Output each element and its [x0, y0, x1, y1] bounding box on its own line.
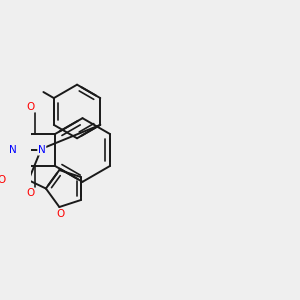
Text: N: N: [8, 145, 16, 155]
Text: O: O: [27, 102, 35, 112]
Text: O: O: [0, 175, 6, 185]
Text: N: N: [38, 145, 46, 155]
Text: O: O: [56, 209, 64, 219]
Text: O: O: [27, 188, 35, 198]
